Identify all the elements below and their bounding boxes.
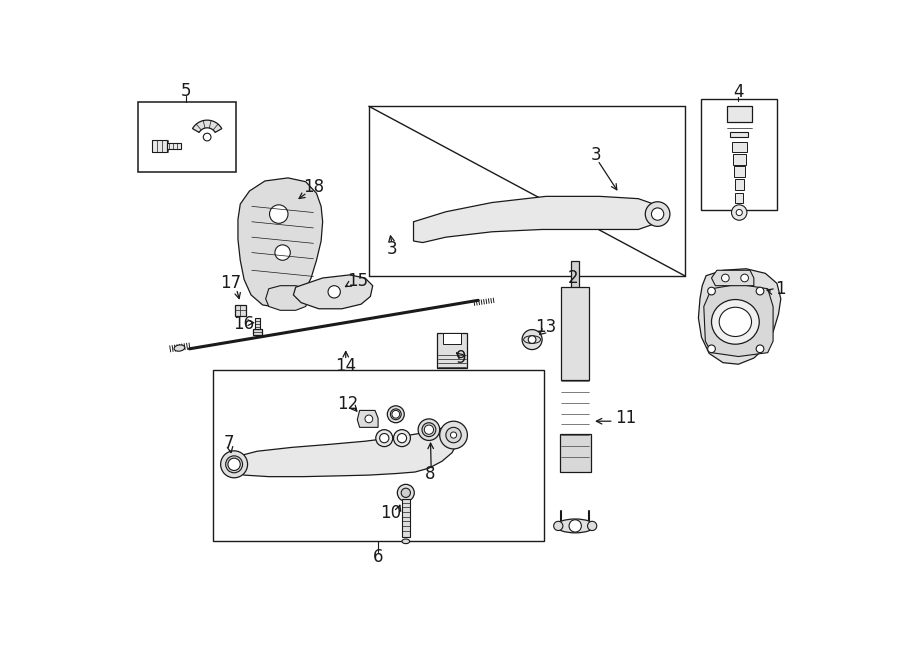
Text: 5: 5	[181, 82, 192, 100]
Circle shape	[652, 208, 664, 220]
Text: 12: 12	[337, 395, 358, 413]
Text: 3: 3	[387, 240, 397, 258]
Polygon shape	[266, 286, 309, 310]
Bar	[562, 288, 590, 379]
Bar	[734, 154, 746, 165]
Ellipse shape	[397, 485, 414, 501]
Bar	[436, 333, 467, 368]
Ellipse shape	[220, 451, 248, 478]
Ellipse shape	[422, 423, 436, 437]
Text: 1: 1	[776, 280, 786, 297]
Circle shape	[274, 245, 291, 260]
Circle shape	[269, 205, 288, 223]
Circle shape	[736, 210, 742, 215]
Ellipse shape	[401, 488, 410, 498]
Circle shape	[203, 134, 211, 141]
Bar	[213, 370, 544, 541]
Circle shape	[451, 432, 456, 438]
Text: 16: 16	[233, 315, 255, 333]
Bar	[730, 132, 749, 137]
Bar	[138, 102, 237, 172]
Ellipse shape	[226, 456, 243, 473]
Bar	[732, 141, 747, 153]
Text: 9: 9	[456, 349, 466, 367]
Ellipse shape	[719, 307, 752, 336]
Ellipse shape	[387, 406, 404, 423]
Polygon shape	[293, 275, 373, 309]
Polygon shape	[413, 196, 662, 243]
Circle shape	[722, 274, 729, 282]
Bar	[255, 318, 259, 329]
Ellipse shape	[402, 539, 410, 543]
Bar	[167, 143, 181, 149]
Text: 13: 13	[536, 318, 556, 336]
Ellipse shape	[556, 519, 595, 533]
Circle shape	[741, 274, 749, 282]
Circle shape	[645, 202, 670, 226]
Text: 2: 2	[568, 269, 578, 287]
Bar	[253, 329, 262, 335]
Ellipse shape	[174, 345, 184, 351]
Bar	[727, 106, 752, 122]
Text: 6: 6	[373, 548, 383, 566]
Bar	[572, 261, 579, 309]
Circle shape	[732, 205, 747, 220]
Polygon shape	[232, 428, 460, 477]
Polygon shape	[704, 284, 773, 356]
Circle shape	[756, 345, 764, 353]
Polygon shape	[357, 410, 378, 428]
Text: 14: 14	[335, 357, 356, 375]
Text: 15: 15	[346, 272, 368, 290]
Bar	[402, 499, 410, 537]
Bar	[560, 434, 590, 472]
Circle shape	[522, 330, 542, 350]
Circle shape	[440, 421, 467, 449]
Circle shape	[392, 410, 400, 418]
Ellipse shape	[393, 430, 410, 447]
Circle shape	[328, 286, 340, 298]
Bar	[734, 167, 744, 177]
Ellipse shape	[391, 409, 401, 420]
Text: 8: 8	[425, 465, 436, 483]
Text: 17: 17	[220, 274, 241, 292]
Polygon shape	[238, 178, 322, 307]
Ellipse shape	[380, 434, 389, 443]
Bar	[152, 140, 167, 153]
Circle shape	[756, 288, 764, 295]
Polygon shape	[698, 269, 781, 364]
Circle shape	[569, 520, 581, 532]
Bar	[235, 305, 246, 316]
Text: 3: 3	[590, 146, 601, 164]
Circle shape	[365, 415, 373, 423]
Circle shape	[588, 522, 597, 531]
Bar	[443, 333, 461, 344]
Text: 11: 11	[616, 409, 636, 427]
Ellipse shape	[418, 419, 440, 440]
Circle shape	[446, 428, 461, 443]
Polygon shape	[193, 120, 221, 132]
Circle shape	[707, 345, 716, 353]
Bar	[734, 179, 743, 190]
Circle shape	[554, 522, 562, 531]
Circle shape	[424, 425, 434, 434]
Text: 4: 4	[734, 83, 743, 101]
Ellipse shape	[397, 434, 407, 443]
Text: 10: 10	[380, 504, 401, 522]
Polygon shape	[712, 270, 754, 286]
Ellipse shape	[712, 299, 760, 344]
Text: 7: 7	[223, 434, 234, 451]
Bar	[735, 192, 743, 204]
Text: 18: 18	[302, 178, 324, 196]
Circle shape	[228, 458, 240, 471]
Bar	[701, 98, 777, 210]
Circle shape	[528, 336, 536, 344]
Ellipse shape	[376, 430, 392, 447]
Ellipse shape	[524, 336, 541, 344]
Bar	[566, 344, 584, 358]
Circle shape	[707, 288, 716, 295]
